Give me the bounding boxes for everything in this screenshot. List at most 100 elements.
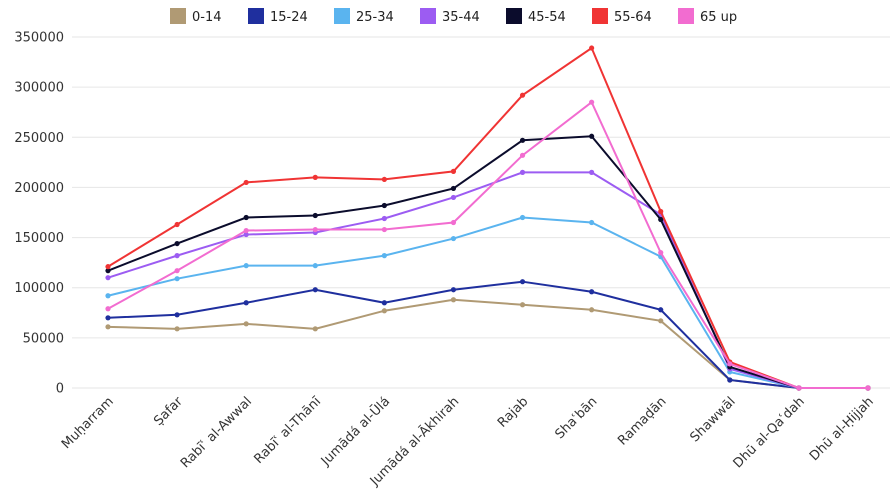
data-point[interactable] [105,324,111,330]
data-point[interactable] [243,179,249,186]
x-tick-label: Rabīʿ al-Thānī [251,394,324,467]
x-tick-label: Ramaḍān [615,394,669,448]
data-point[interactable] [727,361,733,367]
data-point[interactable] [312,174,318,180]
legend-item[interactable]: 65 up [678,8,737,25]
data-point[interactable] [658,318,664,324]
series-65-up[interactable] [105,99,871,391]
data-point[interactable] [450,297,457,303]
data-point[interactable] [312,263,318,269]
data-point[interactable] [174,240,180,247]
data-point[interactable] [450,287,457,293]
legend-swatch [334,8,350,24]
data-point[interactable] [519,169,526,175]
legend-label: 35-44 [442,10,480,25]
data-point[interactable] [519,214,526,221]
series-line[interactable] [107,46,868,389]
series-line[interactable] [107,280,868,389]
data-point[interactable] [589,219,595,226]
series-line[interactable] [107,216,868,389]
data-point[interactable] [658,250,664,256]
data-point[interactable] [312,226,318,233]
legend-swatch [506,8,522,24]
data-point[interactable] [589,99,595,105]
data-point[interactable] [105,306,111,312]
legend-swatch [592,8,608,24]
data-point[interactable] [381,253,387,259]
data-point[interactable] [381,300,387,306]
data-point[interactable] [174,276,180,282]
legend-item[interactable]: 15-24 [248,8,308,25]
data-point[interactable] [519,279,526,285]
data-point[interactable] [105,264,111,270]
data-point[interactable] [312,212,318,219]
series-line[interactable] [107,171,868,389]
data-point[interactable] [243,227,249,234]
legend-item[interactable]: 0-14 [170,8,222,25]
data-point[interactable] [174,312,180,318]
legend-item[interactable]: 55-64 [592,8,652,25]
data-point[interactable] [658,216,664,223]
data-point[interactable] [243,321,249,327]
legend[interactable]: 0-14 15-24 25-34 35-44 45-54 55-64 65 up [170,8,737,25]
y-tick-label: 300000 [14,81,64,96]
data-point[interactable] [243,300,249,306]
x-tick-label: Rajab [495,394,531,430]
data-point[interactable] [381,215,387,222]
data-point[interactable] [450,219,457,226]
x-tick-label: Dhū al-Qaʿdah [731,394,808,471]
data-point[interactable] [381,226,387,233]
data-point[interactable] [589,45,595,51]
data-point[interactable] [450,235,457,242]
data-point[interactable] [381,202,387,209]
data-point[interactable] [105,315,111,321]
legend-item[interactable]: 25-34 [334,8,394,25]
data-point[interactable] [589,169,595,175]
data-point[interactable] [174,221,180,228]
data-point[interactable] [589,307,595,313]
data-point[interactable] [105,293,111,299]
data-point[interactable] [519,137,526,143]
series-35-44[interactable] [105,169,871,391]
data-point[interactable] [105,275,111,281]
x-tick-label: Shawwāl [688,394,739,445]
data-point[interactable] [174,326,180,332]
data-point[interactable] [450,168,457,174]
x-tick-label: Jumādá al-Ūlá [318,394,393,469]
data-point[interactable] [381,176,387,183]
data-point[interactable] [381,308,387,314]
series-55-64[interactable] [105,45,871,391]
data-point[interactable] [312,287,318,293]
data-point[interactable] [519,92,526,98]
legend-label: 45-54 [528,10,566,25]
y-tick-label: 200000 [14,181,64,196]
data-point[interactable] [589,289,595,295]
legend-label: 0-14 [192,10,222,25]
data-point[interactable] [450,194,457,201]
data-point[interactable] [174,268,180,274]
data-point[interactable] [658,208,664,215]
data-point[interactable] [519,302,526,308]
data-point[interactable] [243,263,249,269]
y-tick-label: 250000 [14,131,64,146]
series-line[interactable] [107,100,868,389]
data-point[interactable] [865,385,871,391]
data-point[interactable] [519,152,526,158]
data-point[interactable] [243,214,249,221]
data-point[interactable] [658,307,664,313]
legend-label: 15-24 [270,10,308,25]
legend-item[interactable]: 45-54 [506,8,566,25]
data-point[interactable] [243,231,249,238]
plot-area [105,45,871,391]
data-point[interactable] [450,185,457,192]
data-point[interactable] [589,133,595,139]
data-point[interactable] [105,268,111,274]
y-tick-label: 50000 [23,331,64,346]
series-line[interactable] [107,135,868,389]
data-point[interactable] [312,326,318,332]
legend-item[interactable]: 35-44 [420,8,480,25]
data-point[interactable] [727,377,733,383]
series-45-54[interactable] [105,133,871,391]
data-point[interactable] [174,253,180,259]
data-point[interactable] [796,385,802,391]
